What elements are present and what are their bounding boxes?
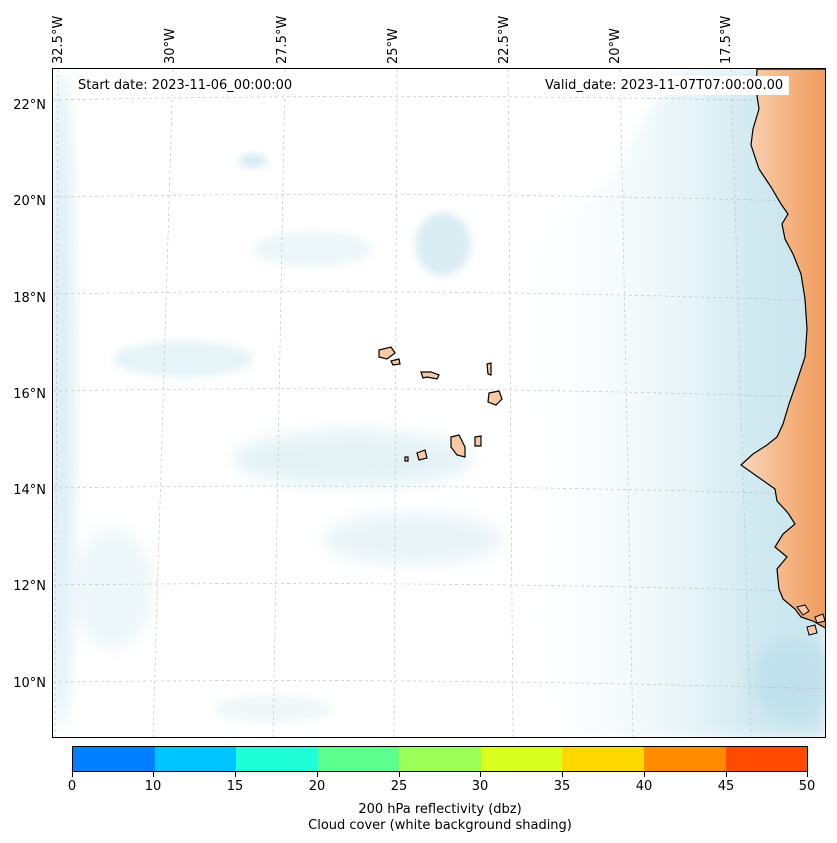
colorbar-tick [72,772,73,777]
colorbar-tick-label: 40 [635,779,653,794]
lat-label-10n: 10°N [13,676,46,691]
lon-label-25w: 25°W [386,28,401,64]
colorbar-tick-label: 50 [798,779,816,794]
colorbar-tick [562,772,563,777]
colorbar-tick-label: 10 [144,779,162,794]
colorbar-tick [399,772,400,777]
colorbar-tick-label: 25 [390,779,408,794]
sao-nicolau-island [420,371,440,380]
lat-label-14n: 14°N [13,483,46,498]
maio-island [474,435,482,447]
colorbar-tick-label: 35 [553,779,571,794]
colorbar-tick [807,772,808,777]
colorbar-subtitle: Cloud cover (white background shading) [308,818,572,833]
reflectivity-colorbar [72,746,808,772]
lon-label-17-5w: 17.5°W [719,15,734,64]
colorbar-tick [644,772,645,777]
colorbar-segment [154,747,237,771]
lon-label-20w: 20°W [608,28,623,64]
cape-verde-islands [378,346,503,462]
colorbar-tick-label: 45 [717,779,735,794]
colorbar-tick-label: 0 [67,779,77,794]
colorbar-tick [153,772,154,777]
lat-label-20n: 20°N [13,194,46,209]
lon-label-30w: 30°W [163,28,178,64]
sal-island [486,362,492,376]
brava-island [404,456,409,462]
bijagos-islands [796,604,825,636]
map-panel [52,68,826,738]
colorbar-tick [726,772,727,777]
colorbar-tick-label: 20 [308,779,326,794]
africa-coastline [740,69,825,629]
colorbar-segment [643,747,726,771]
lon-label-27-5w: 27.5°W [275,15,290,64]
lon-label-22-5w: 22.5°W [497,15,512,64]
lat-label-22n: 22°N [13,98,46,113]
colorbar-tick [235,772,236,777]
colorbar-segment [725,747,808,771]
colorbar-segment [236,747,318,771]
colorbar-tick-label: 30 [471,779,489,794]
colorbar-segment [317,747,400,771]
start-date-label: Start date: 2023-11-06_00:00:00 [72,76,299,95]
cloud-cover-shading [53,69,825,737]
colorbar-tick [317,772,318,777]
sao-vicente-island [390,358,401,366]
colorbar-tick-label: 15 [226,779,244,794]
lat-label-12n: 12°N [13,579,46,594]
colorbar-segment [480,747,563,771]
colorbar-title: 200 hPa reflectivity (dbz) [358,802,522,817]
fogo-island [416,449,428,461]
map-canvas [53,69,825,737]
lat-label-18n: 18°N [13,291,46,306]
colorbar-tick [480,772,481,777]
valid-date-label: Valid_date: 2023-11-07T07:00:00.00 [539,76,790,95]
graticule-lines [53,69,825,737]
colorbar-segment [73,747,155,771]
santiago-island [450,434,466,458]
boa-vista-island [487,390,503,406]
lon-label-32-5w: 32.5°W [51,15,66,64]
santo-antao-island [378,346,396,360]
colorbar-segment [562,747,644,771]
colorbar-segment [399,747,481,771]
lat-label-16n: 16°N [13,387,46,402]
